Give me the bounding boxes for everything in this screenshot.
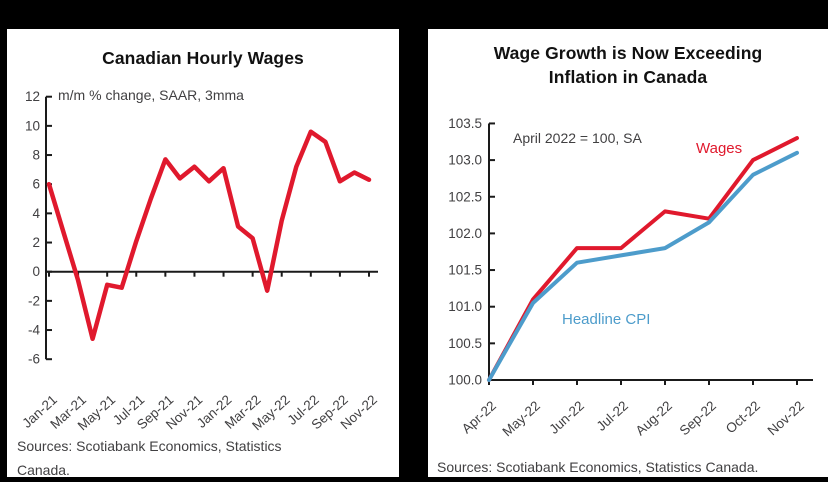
x-tick-label: Sep-22 [677,398,719,438]
y-tick-label: 2 [32,235,40,250]
y-tick-label: 100.0 [448,373,482,388]
y-tick-label: 8 [32,148,40,163]
y-tick-label: -4 [28,323,40,338]
y-tick-label: 102.5 [448,189,482,204]
x-tick-label: Aug-22 [633,398,675,438]
y-tick-label: 10 [25,118,40,133]
y-tick-label: 103.0 [448,153,482,168]
y-tick-label: 101.0 [448,299,482,314]
wages-series-label: Wages [696,140,742,157]
y-tick-label: -2 [28,293,40,308]
right-chart-panel: Wage Growth is Now Exceeding Inflation i… [428,29,828,477]
y-tick-label: 101.5 [448,263,482,278]
y-tick-label: 103.5 [448,116,482,131]
right-sources-note: Sources: Scotiabank Economics, Statistic… [437,459,759,475]
y-tick-label: 4 [32,206,40,221]
headline-cpi-series-label: Headline CPI [562,311,650,328]
right-chart-title: Wage Growth is Now Exceeding Inflation i… [428,41,828,89]
y-tick-label: 102.0 [448,226,482,241]
left-chart-panel: Canadian Hourly Wages -6 -4 -2 0 2 4 6 8 10 12 Jan… [7,29,399,478]
y-tick-label: 12 [25,89,40,104]
y-tick-label: 100.5 [448,336,482,351]
y-tick-label: 6 [32,177,40,192]
headline-cpi-line [487,150,799,382]
x-tick-label: May-22 [500,398,543,439]
right-chart-title-line1: Wage Growth is Now Exceeding [493,43,763,63]
y-tick-label: -6 [28,352,40,367]
x-tick-label: Jun-22 [546,398,587,437]
wages-vs-cpi-line-chart: 100.0 100.5 101.0 101.5 102.0 102.5 103.0 103.5… [448,116,813,439]
hourly-wages-line-chart: -6-4-2024681012Jan-21Mar-21May-21Jul-21S… [19,87,380,433]
y-tick-label: 0 [32,264,40,279]
left-chart-title-text: Canadian Hourly Wages [102,48,304,68]
left-chart-subtitle: m/m % change, SAAR, 3mma [58,87,244,103]
left-sources-note: Sources: Scotiabank Economics, Statistic… [17,438,282,478]
hourly-wages-line [46,129,372,342]
right-chart-title-line2: Inflation in Canada [548,67,708,87]
left-chart-title: Canadian Hourly Wages [7,48,399,69]
x-tick-label: Nov-22 [765,398,807,438]
x-tick-label: Oct-22 [723,398,763,436]
x-tick-label: Jul-22 [594,398,631,434]
right-chart-annotation: April 2022 = 100, SA [513,130,642,146]
x-tick-label: Apr-22 [459,398,499,436]
wages-line [487,136,799,382]
